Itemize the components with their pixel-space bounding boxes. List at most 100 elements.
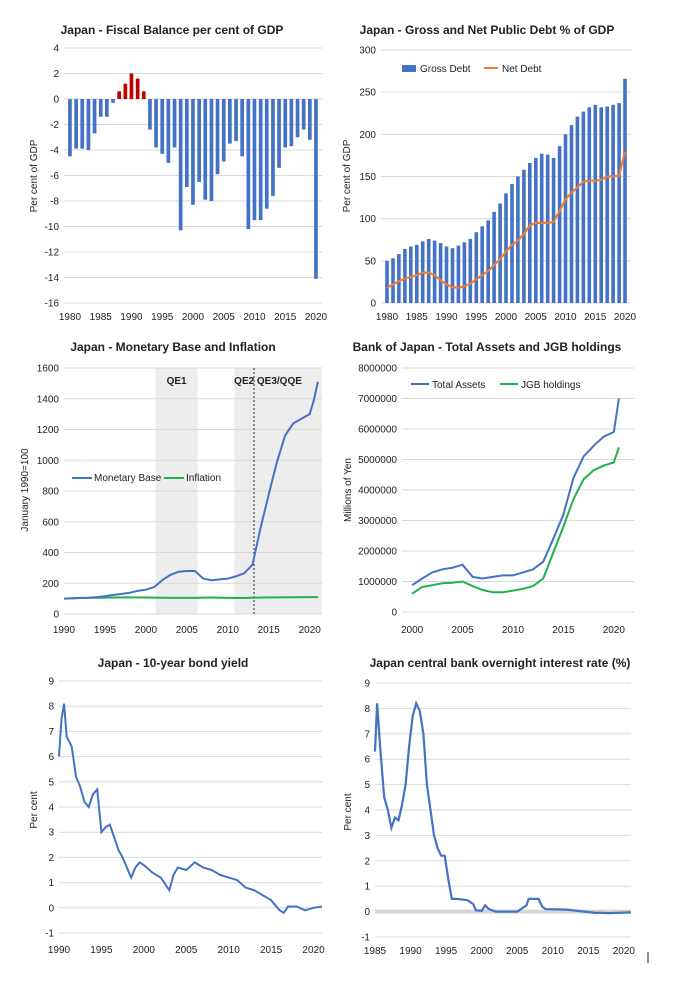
bar — [308, 99, 312, 140]
y-tick-label: 300 — [359, 46, 376, 57]
bar — [528, 163, 532, 303]
bar — [277, 99, 281, 168]
bond-yield-line — [58, 703, 323, 915]
x-tick-label: 1995 — [90, 945, 113, 956]
y-tick-label: 2 — [48, 853, 54, 864]
legend-swatch-gross-debt — [402, 65, 416, 72]
bar — [569, 125, 574, 303]
x-tick-label: 2000 — [135, 625, 158, 636]
bar — [480, 226, 484, 303]
x-tick-label: 2020 — [603, 625, 626, 636]
chart-title: Japan - 10-year bond yield — [98, 656, 249, 670]
y-axis-label: Per cent of GDP — [29, 139, 40, 212]
y-tick-label: 6 — [48, 752, 54, 763]
bar — [203, 99, 208, 200]
bond-yield-chart: Japan - 10-year bond yield Per cent 9 8 7 6… — [29, 656, 325, 956]
y-tick-label: 2000000 — [358, 547, 397, 558]
bar — [403, 249, 407, 303]
region-label: QE3/QQE — [257, 376, 302, 387]
y-tick-label: 4 — [364, 806, 370, 817]
x-tick-label: 2020 — [614, 312, 637, 323]
x-tick-label: 1985 — [406, 312, 429, 323]
legend-label-inflation: Inflation — [186, 473, 221, 484]
y-tick-label: 7 — [48, 727, 54, 738]
y-axis-label: Per cent — [343, 793, 354, 830]
y-tick-label: 0 — [48, 903, 54, 914]
x-tick-label: 1995 — [435, 946, 458, 957]
bar — [301, 99, 306, 130]
bar — [575, 116, 580, 303]
bar — [581, 111, 586, 303]
bar — [593, 104, 598, 303]
y-tick-label: 400 — [42, 548, 59, 559]
y-tick-label: 9 — [48, 677, 54, 688]
y-tick-label: -6 — [50, 171, 59, 182]
y-tick-label: 1 — [48, 878, 54, 889]
y-tick-label: 200 — [359, 130, 376, 141]
bar — [246, 99, 251, 230]
bar — [385, 260, 389, 303]
y-tick-label: 8 — [364, 704, 370, 715]
y-tick-label: 600 — [42, 517, 59, 528]
region-label: QE1 — [167, 376, 187, 387]
x-tick-label: 2015 — [258, 625, 281, 636]
bar — [197, 99, 201, 182]
bar — [111, 99, 115, 103]
bar — [438, 243, 443, 303]
x-tick-label: 1985 — [90, 312, 113, 323]
y-tick-label: 4 — [53, 44, 59, 55]
x-tick-label: 1990 — [48, 945, 71, 956]
legend-label-total-assets: Total Assets — [432, 380, 485, 391]
y-tick-label: 2 — [364, 856, 370, 867]
x-tick-label: 2000 — [182, 312, 205, 323]
bar — [426, 238, 431, 303]
bar — [587, 107, 592, 303]
x-tick-label: 2015 — [552, 625, 575, 636]
bar — [123, 83, 128, 99]
bar — [289, 99, 294, 147]
bar — [605, 106, 609, 303]
bar — [105, 99, 109, 117]
y-tick-label: -4 — [50, 146, 59, 157]
chart-title: Japan central bank overnight interest ra… — [370, 656, 631, 670]
x-tick-label: 2005 — [506, 946, 529, 957]
y-axis-label: Millions of Yen — [343, 458, 354, 522]
x-tick-label: 2005 — [175, 945, 198, 956]
bar — [148, 99, 152, 130]
x-tick-label: 1995 — [465, 312, 488, 323]
bar — [221, 99, 226, 162]
x-tick-label: 1990 — [399, 946, 422, 957]
y-tick-label: 1 — [364, 882, 370, 893]
chart-title: Japan - Monetary Base and Inflation — [70, 340, 275, 354]
boj-assets-chart: Bank of Japan - Total Assets and JGB hol… — [343, 340, 634, 636]
x-tick-label: 2015 — [584, 312, 607, 323]
bar — [415, 244, 419, 303]
x-tick-label: 2015 — [577, 946, 600, 957]
y-tick-label: 2 — [53, 69, 59, 80]
y-tick-label: 9 — [364, 679, 370, 690]
bar — [397, 254, 401, 303]
y-tick-label: 3 — [364, 831, 370, 842]
overnight-rate-chart: Japan central bank overnight interest ra… — [343, 656, 635, 957]
legend-label-gross-debt: Gross Debt — [420, 64, 471, 75]
y-tick-label: 5000000 — [358, 455, 397, 466]
bar — [295, 99, 300, 138]
bar — [74, 99, 78, 149]
bar — [215, 99, 220, 175]
y-tick-label: -14 — [45, 273, 60, 284]
bar — [539, 153, 544, 303]
x-tick-label: 1980 — [59, 312, 82, 323]
bar — [68, 99, 72, 157]
y-tick-label: 1400 — [37, 394, 60, 405]
jgb-holdings-line — [411, 446, 620, 595]
x-tick-label: 2010 — [542, 946, 565, 957]
x-tick-label: 1995 — [94, 625, 117, 636]
overnight-rate-line — [373, 700, 632, 915]
x-tick-label: 2015 — [274, 312, 297, 323]
x-tick-label: 2000 — [401, 625, 424, 636]
y-tick-label: -2 — [50, 120, 59, 131]
bar — [234, 99, 238, 142]
bar — [504, 193, 508, 303]
net-debt-line — [386, 151, 627, 289]
public-debt-chart: Japan - Gross and Net Public Debt % of G… — [342, 23, 637, 323]
